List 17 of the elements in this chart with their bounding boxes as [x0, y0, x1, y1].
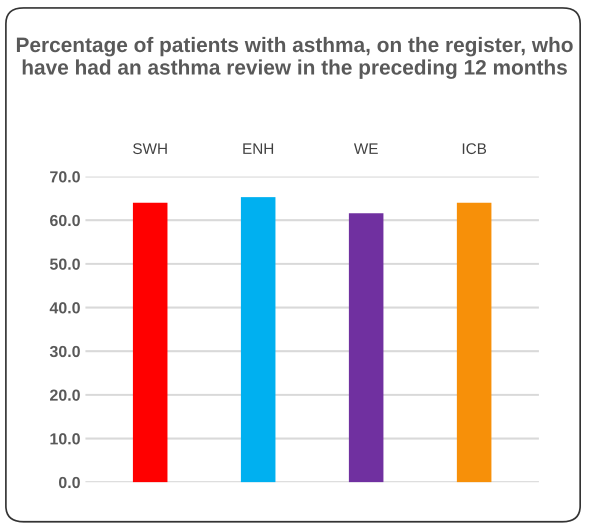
y-tick-label: 60.0 — [50, 214, 80, 226]
y-tick-label: 30.0 — [50, 346, 80, 358]
y-tick-label: 20.0 — [50, 390, 80, 401]
y-tick-label: 50.0 — [50, 258, 80, 270]
y-tick-label: 70.0 — [50, 171, 80, 182]
x-tick-label: WE — [354, 143, 378, 154]
bar — [348, 213, 384, 482]
x-tick-label: SWH — [133, 143, 167, 154]
y-tick-label: 40.0 — [50, 302, 80, 314]
y-tick-label: 10.0 — [50, 433, 80, 444]
bar — [456, 202, 492, 482]
x-tick-label: ICB — [462, 143, 486, 154]
bar — [132, 202, 168, 482]
x-tick-label: ENH — [243, 143, 274, 154]
bar — [240, 197, 276, 482]
chart-title: Percentage of patients with asthma, on the register, who have had an asthma review in the preceding 12 months — [16, 36, 573, 79]
y-tick-label: 0.0 — [58, 476, 80, 488]
